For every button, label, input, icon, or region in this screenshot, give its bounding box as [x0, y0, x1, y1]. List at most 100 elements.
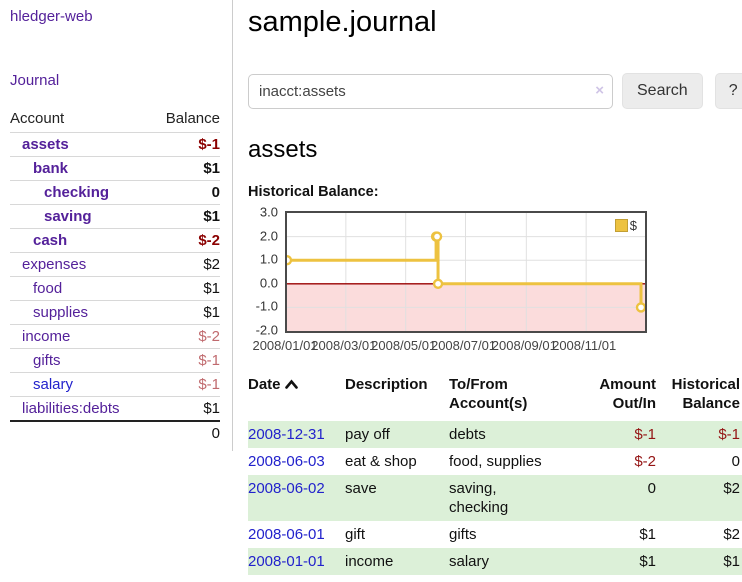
- account-row: liabilities:debts $1: [10, 396, 220, 421]
- sidebar-item-journal[interactable]: Journal: [10, 72, 60, 89]
- chart-plot-area: $: [285, 211, 647, 333]
- account-row: bank $1: [10, 156, 220, 181]
- transaction-balance: 0: [731, 453, 740, 470]
- account-link[interactable]: checking: [44, 184, 110, 201]
- transaction-balance: $2: [658, 475, 742, 521]
- account-link[interactable]: assets: [22, 136, 69, 153]
- y-tick-label: 2.0: [259, 228, 278, 244]
- account-balance: $1: [150, 300, 220, 325]
- chart-svg: [287, 213, 645, 331]
- y-tick-label: -2.0: [255, 322, 278, 338]
- search-button[interactable]: Search: [622, 73, 703, 109]
- transaction-date-link[interactable]: 2008-06-03: [248, 453, 325, 470]
- register-header-description[interactable]: Description: [345, 376, 428, 393]
- register-header-accounts[interactable]: To/From Account(s): [449, 376, 528, 412]
- transaction-accounts: salary: [449, 548, 562, 575]
- sort-ascending-icon: [284, 375, 298, 394]
- transaction-accounts: debts: [449, 421, 562, 448]
- account-balance: $-1: [150, 348, 220, 373]
- account-link[interactable]: liabilities:debts: [22, 400, 120, 417]
- account-link[interactable]: bank: [33, 160, 69, 177]
- chart-x-axis: 2008/01/01 2008/03/01 2008/05/01 2008/07/01…: [252, 338, 643, 354]
- account-balance: $1: [150, 156, 220, 181]
- account-balance: $-2: [150, 324, 220, 349]
- account-balance: $-1: [150, 132, 220, 157]
- clear-search-icon[interactable]: ×: [595, 81, 604, 99]
- transaction-row: 2008-06-03 eat & shop food, supplies $-2 0: [248, 448, 742, 475]
- transaction-balance: $2: [723, 526, 740, 543]
- account-link[interactable]: gifts: [33, 352, 61, 369]
- accounts-total-row: 0: [10, 420, 220, 445]
- balance-chart: 3.0 2.0 1.0 0.0 -1.0 -2.0 $ 2008/01/01 2008/03…: [248, 205, 742, 354]
- account-link[interactable]: food: [33, 280, 63, 297]
- account-row: cash $-2: [10, 228, 220, 253]
- register-header-balance[interactable]: Historical Balance: [671, 376, 740, 412]
- account-heading: assets: [248, 136, 318, 163]
- account-link[interactable]: salary: [33, 376, 74, 393]
- y-tick-label: 0.0: [259, 275, 278, 291]
- legend-swatch: [614, 219, 628, 232]
- search-form: × Search ?: [248, 73, 742, 109]
- account-link[interactable]: supplies: [33, 304, 89, 321]
- transaction-date-link[interactable]: 2008-06-02: [248, 480, 325, 497]
- account-balance: $-2: [150, 228, 220, 253]
- transaction-description: save: [345, 475, 449, 521]
- legend-label: $: [629, 218, 637, 233]
- accounts-header-balance: Balance: [165, 110, 220, 127]
- transaction-description: eat & shop: [345, 453, 417, 470]
- brand: hledger-web: [10, 8, 220, 26]
- account-balance: $1: [150, 204, 220, 229]
- account-link[interactable]: cash: [33, 232, 68, 249]
- accounts-header-account: Account: [10, 110, 65, 127]
- transaction-accounts: food, supplies: [449, 453, 542, 470]
- transaction-row: 2008-06-01 gift gifts $1 $2: [248, 521, 742, 548]
- transaction-balance: $1: [658, 548, 742, 575]
- transaction-row: 2008-12-31 pay off debts $-1 $-1: [248, 421, 742, 448]
- transaction-amount: $1: [639, 526, 656, 543]
- x-tick-label: 2008/05/01: [371, 338, 437, 353]
- transaction-amount: 0: [562, 475, 658, 521]
- page-title: sample.journal: [248, 6, 437, 38]
- x-tick-label: 2008/03/01: [311, 338, 377, 353]
- accounts-total-value: 0: [150, 420, 220, 445]
- register-header-amount[interactable]: Amount Out/In: [599, 376, 656, 412]
- account-row: food $1: [10, 276, 220, 301]
- y-tick-label: 3.0: [259, 204, 278, 220]
- transaction-description: gift: [345, 526, 366, 543]
- transaction-date-link[interactable]: 2008-01-01: [248, 553, 325, 570]
- chart-legend: $: [613, 218, 638, 233]
- brand-link[interactable]: hledger-web: [10, 8, 93, 25]
- transaction-date-link[interactable]: 2008-12-31: [248, 426, 325, 443]
- register-header-row: Date Description To/From Account(s) Amou…: [248, 372, 742, 421]
- account-row: checking 0: [10, 180, 220, 205]
- transaction-amount: $-2: [634, 453, 656, 470]
- register-header-date[interactable]: Date: [248, 372, 345, 421]
- chart-title: Historical Balance:: [248, 184, 379, 200]
- x-tick-label: 2008/11/01: [552, 338, 617, 353]
- transaction-amount: $1: [562, 548, 658, 575]
- transaction-description: pay off: [345, 421, 449, 448]
- sidebar: hledger-web Journal Account Balance asse…: [0, 0, 233, 451]
- account-balance: $1: [150, 276, 220, 301]
- account-row: saving $1: [10, 204, 220, 229]
- account-balance: 0: [150, 180, 220, 205]
- account-link[interactable]: income: [22, 328, 71, 345]
- account-row: supplies $1: [10, 300, 220, 325]
- account-link[interactable]: expenses: [22, 256, 87, 273]
- help-button[interactable]: ?: [714, 73, 742, 109]
- account-row: income $-2: [10, 324, 220, 349]
- search-input[interactable]: [248, 73, 613, 109]
- y-tick-label: 1.0: [259, 251, 278, 267]
- account-row: salary $-1: [10, 372, 220, 397]
- transaction-row: 2008-06-02 save saving, checking 0 $2: [248, 475, 742, 521]
- chart-y-axis: 3.0 2.0 1.0 0.0 -1.0 -2.0: [248, 205, 278, 338]
- transaction-accounts: gifts: [449, 526, 477, 543]
- account-link[interactable]: saving: [44, 208, 92, 225]
- account-balance: $1: [150, 396, 220, 421]
- transaction-accounts: saving, checking: [449, 475, 562, 521]
- main-content: sample.journal × Search ? assets Histori…: [233, 0, 742, 575]
- accounts-table: Account Balance assets $-1 bank $1 checking 0…: [10, 106, 220, 445]
- account-balance: $2: [150, 252, 220, 277]
- transaction-date-link[interactable]: 2008-06-01: [248, 526, 325, 543]
- transaction-row: 2008-01-01 income salary $1 $1: [248, 548, 742, 575]
